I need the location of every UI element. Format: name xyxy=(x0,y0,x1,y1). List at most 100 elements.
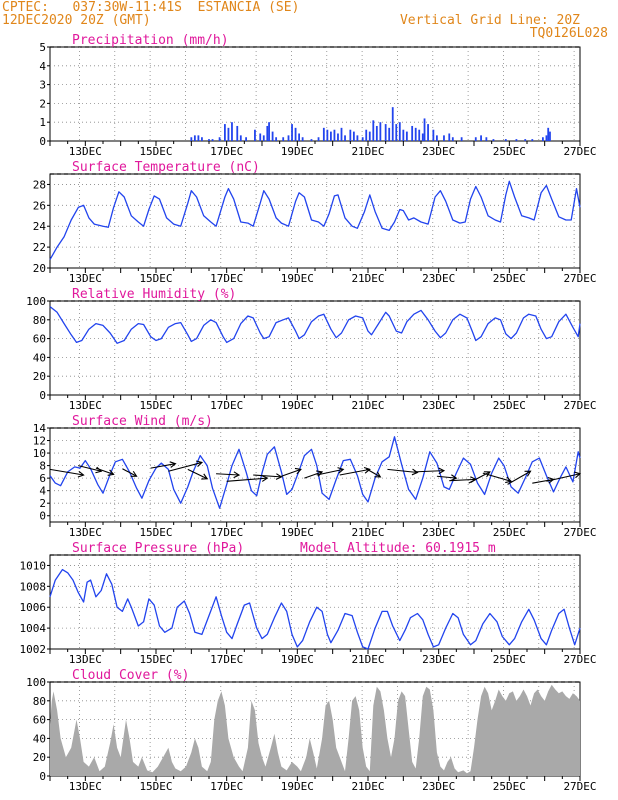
wind-arrow-shaft xyxy=(546,473,581,482)
panel-title: Cloud Cover (%) xyxy=(72,668,189,683)
precip-bar xyxy=(344,135,346,141)
wind-arrow-head xyxy=(195,460,204,467)
wind-arrow-head xyxy=(169,461,177,468)
y-tick-label: 80 xyxy=(33,695,46,708)
panel-title: Surface Pressure (hPa) xyxy=(72,541,244,556)
wind-arrow-shaft xyxy=(387,468,418,474)
wind-arrow-head xyxy=(438,467,446,475)
precip-bar xyxy=(368,131,371,141)
x-tick-label: 13DEC xyxy=(69,526,102,539)
wind-arrow xyxy=(482,472,513,484)
x-tick-label: 17DEC xyxy=(210,272,243,285)
x-tick-label: 17DEC xyxy=(210,780,243,793)
wind-arrow xyxy=(546,471,582,482)
x-tick-label: 25DEC xyxy=(493,399,526,412)
y-tick-label: 1008 xyxy=(20,580,47,593)
wind-arrow-head xyxy=(450,474,458,481)
precip-bar xyxy=(379,122,382,141)
x-tick-label: 17DEC xyxy=(210,526,243,539)
precip-bar xyxy=(531,139,534,141)
plot-frame xyxy=(49,427,581,523)
precip-bar xyxy=(224,124,226,141)
x-tick-label: 13DEC xyxy=(69,653,102,666)
wind-arrow xyxy=(339,466,371,476)
y-tick-label: 100 xyxy=(26,295,46,308)
precip-bar xyxy=(547,127,550,141)
precip-bar xyxy=(421,133,424,141)
precip-bar xyxy=(411,125,414,141)
precip-bar xyxy=(337,133,339,141)
wind-arrow-shaft xyxy=(49,468,84,476)
precip-bar xyxy=(298,133,300,141)
wind-arrow-shaft xyxy=(168,461,203,472)
precip-bar xyxy=(268,122,270,141)
precip-bar xyxy=(542,137,544,141)
x-tick-label: 15DEC xyxy=(139,145,172,158)
precip-bar xyxy=(492,139,495,141)
precip-bar xyxy=(352,131,355,141)
y-tick-label: 40 xyxy=(33,732,46,745)
x-tick-label: 19DEC xyxy=(281,272,314,285)
wind-arrow-shaft xyxy=(413,470,444,473)
precip-bar xyxy=(236,125,239,141)
wind-arrow xyxy=(216,471,241,479)
precip-bar xyxy=(504,139,507,141)
y-tick-label: 2 xyxy=(39,497,46,510)
precip-bar xyxy=(402,129,405,141)
wind-arrow xyxy=(316,467,345,476)
x-tick-label: 13DEC xyxy=(69,399,102,412)
x-tick-label: 17DEC xyxy=(210,653,243,666)
y-tick-label: 26 xyxy=(33,199,46,212)
x-tick-label: 19DEC xyxy=(281,653,314,666)
x-tick-label: 25DEC xyxy=(493,272,526,285)
y-tick-label: 20 xyxy=(33,370,46,383)
precip-bar xyxy=(291,124,293,141)
x-tick-label: 21DEC xyxy=(351,653,384,666)
precip-bar xyxy=(245,137,247,141)
x-tick-label: 19DEC xyxy=(281,145,314,158)
panel-3: 0 20 40 60 80 100 13DEC 15DEC 17DEC 19DEC 21DEC 23D… xyxy=(26,287,596,412)
plot-frame xyxy=(49,46,581,142)
wind-arrow xyxy=(187,468,209,480)
wind-arrow-shaft xyxy=(449,478,476,482)
precip-bar xyxy=(432,129,435,141)
y-tick-label: 1010 xyxy=(20,559,47,572)
y-tick-label: 60 xyxy=(33,333,46,346)
wind-arrow xyxy=(95,467,115,476)
y-tick-label: 1 xyxy=(39,116,46,129)
header-date: 12DEC2020 20Z (GMT) xyxy=(2,13,151,28)
y-tick-label: 0 xyxy=(39,510,46,523)
precip-bar xyxy=(372,120,375,141)
series-line xyxy=(49,436,581,509)
x-tick-label: 15DEC xyxy=(139,399,172,412)
y-tick-label: 6 xyxy=(39,472,46,485)
precip-bar xyxy=(326,129,329,141)
precip-bar xyxy=(349,129,352,141)
x-tick-label: 23DEC xyxy=(422,780,455,793)
wind-arrow xyxy=(168,460,204,472)
y-tick-label: 22 xyxy=(33,241,46,254)
y-tick-label: 80 xyxy=(33,314,46,327)
precip-bar xyxy=(361,137,364,141)
wind-arrow-head xyxy=(275,473,283,480)
x-tick-label: 27DEC xyxy=(563,653,596,666)
precip-bar xyxy=(317,137,320,141)
precip-bar xyxy=(201,137,203,141)
x-tick-label: 27DEC xyxy=(563,399,596,412)
x-tick-label: 23DEC xyxy=(422,145,455,158)
x-tick-label: 17DEC xyxy=(210,145,243,158)
wind-arrow-shaft xyxy=(482,472,512,482)
precip-bar xyxy=(340,127,343,141)
precip-bar xyxy=(485,137,488,141)
precip-bar xyxy=(322,127,325,141)
y-tick-label: 12 xyxy=(33,435,46,448)
wind-arrow-head xyxy=(574,471,582,479)
precip-bar xyxy=(398,122,401,141)
precip-bar xyxy=(275,137,278,141)
x-tick-label: 21DEC xyxy=(351,780,384,793)
x-tick-label: 27DEC xyxy=(563,272,596,285)
precip-bar xyxy=(208,139,210,141)
wind-arrow xyxy=(387,468,419,476)
wind-arrow-head xyxy=(130,470,138,477)
